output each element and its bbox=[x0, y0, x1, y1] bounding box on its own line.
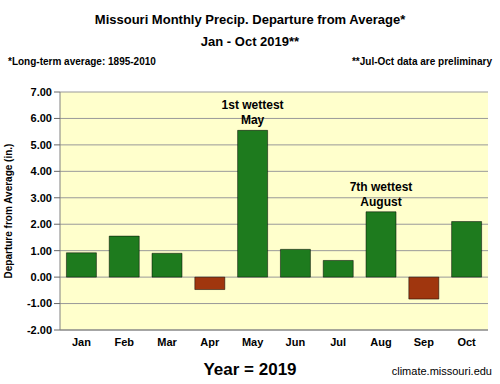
svg-text:Oct: Oct bbox=[457, 336, 476, 348]
svg-text:4.00: 4.00 bbox=[31, 165, 52, 177]
svg-text:5.00: 5.00 bbox=[31, 139, 52, 151]
svg-text:1st wettest: 1st wettest bbox=[222, 98, 284, 112]
svg-text:7.00: 7.00 bbox=[31, 86, 52, 98]
svg-text:Feb: Feb bbox=[114, 336, 134, 348]
svg-text:7th wettest: 7th wettest bbox=[350, 180, 413, 194]
svg-text:Sep: Sep bbox=[414, 336, 434, 348]
svg-text:0.00: 0.00 bbox=[31, 271, 52, 283]
svg-text:Mar: Mar bbox=[157, 336, 177, 348]
html-text:climate.missouri.edu: climate.missouri.edu bbox=[391, 365, 492, 377]
html-text:Year = 2019: Year = 2019 bbox=[203, 360, 297, 379]
svg-text:Aug: Aug bbox=[370, 336, 391, 348]
svg-text:Apr: Apr bbox=[200, 336, 220, 348]
html-text:Jan - Oct 2019**: Jan - Oct 2019** bbox=[200, 34, 300, 49]
svg-text:May: May bbox=[241, 113, 265, 127]
svg-text:Jun: Jun bbox=[286, 336, 306, 348]
svg-text:Jul: Jul bbox=[330, 336, 346, 348]
html-text:Missouri Monthly Precip. Depar: Missouri Monthly Precip. Departure from … bbox=[94, 12, 406, 27]
svg-text:May: May bbox=[242, 336, 264, 348]
svg-text:-2.00: -2.00 bbox=[27, 324, 52, 336]
svg-text:1.00: 1.00 bbox=[31, 245, 52, 257]
svg-text:2.00: 2.00 bbox=[31, 218, 52, 230]
svg-text:Departure from Average (in.): Departure from Average (in.) bbox=[8, 144, 14, 279]
svg-text:August: August bbox=[360, 195, 401, 209]
svg-text:6.00: 6.00 bbox=[31, 112, 52, 124]
svg-text:Jan: Jan bbox=[72, 336, 91, 348]
svg-text:-1.00: -1.00 bbox=[27, 297, 52, 309]
html-text:**Jul-Oct data are preliminary: **Jul-Oct data are preliminary bbox=[351, 56, 492, 67]
html-text:*Long-term average: 1895-2010: *Long-term average: 1895-2010 bbox=[8, 56, 156, 67]
svg-text:3.00: 3.00 bbox=[31, 192, 52, 204]
